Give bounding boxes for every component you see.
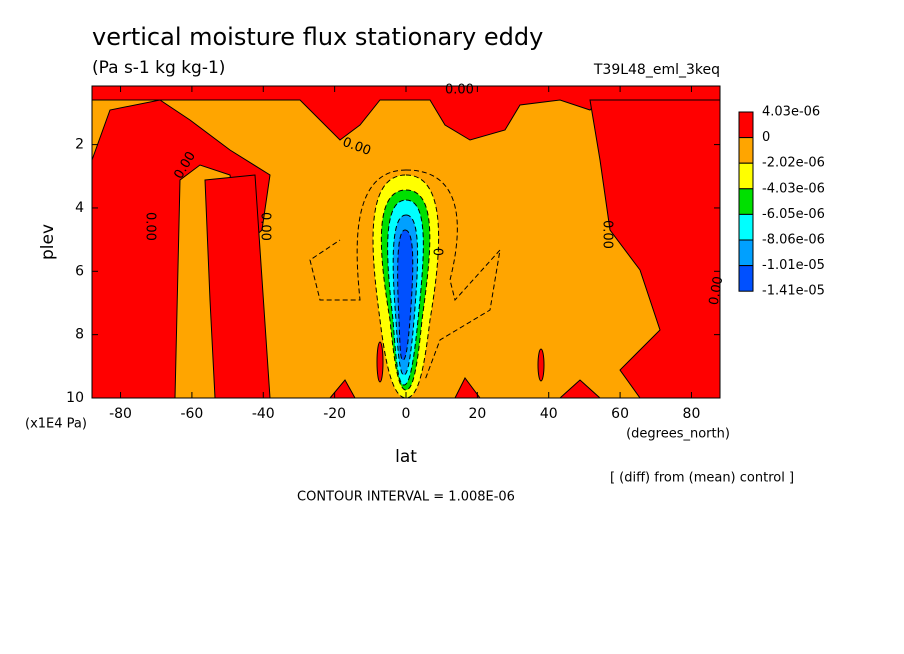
colorbar-label: -4.03e-06 (762, 181, 825, 196)
dataset-label: T39L48_eml_3keq (593, 62, 720, 78)
contour-field (91, 85, 721, 399)
colorbar-label: -1.01e-05 (762, 258, 825, 273)
x-tick-label: 40 (540, 406, 558, 422)
y-tick-label: 6 (75, 263, 84, 279)
x-tick-label: -40 (252, 406, 275, 422)
x-axis-units: (degrees_north) (626, 427, 730, 442)
y-tick-label: 4 (75, 200, 84, 216)
colorbar-box (738, 265, 754, 292)
x-tick-label: 80 (683, 406, 701, 422)
colorbar-box (738, 239, 754, 267)
x-tick-label: 60 (611, 406, 629, 422)
note: [ (diff) from (mean) control ] (610, 471, 794, 486)
contour-label: 0 (433, 248, 448, 256)
y-tick-label: 2 (75, 137, 84, 153)
red-region (376, 341, 384, 383)
contour-line (309, 169, 501, 381)
contour-label: 0.00 (258, 212, 273, 241)
colorbar-box (738, 162, 754, 190)
x-tick-label: 20 (468, 406, 486, 422)
colorbar-box (738, 213, 754, 241)
colorbar-label: -8.06e-06 (762, 233, 825, 248)
colorbar-box (738, 111, 754, 139)
colorbar-label: 4.03e-06 (762, 105, 820, 120)
negative-region (397, 229, 414, 361)
x-tick-label: -20 (323, 406, 346, 422)
colorbar-label: -2.02e-06 (762, 156, 825, 171)
chart-title: vertical moisture flux stationary eddy (92, 23, 543, 51)
y-tick-label: 10 (66, 390, 84, 406)
colorbar-label: -1.41e-05 (762, 284, 825, 299)
red-region (537, 348, 545, 382)
x-tick-label: -80 (109, 406, 132, 422)
contour-label: 0.00 (445, 83, 474, 98)
chart-subtitle: (Pa s-1 kg kg-1) (92, 58, 225, 78)
contour-label: 0.00 (600, 220, 615, 249)
y-tick-label: 8 (75, 327, 84, 343)
x-tick-label: 0 (402, 406, 411, 422)
colorbar-label: -6.05e-06 (762, 207, 825, 222)
contour-label: 0.00 (143, 212, 158, 241)
colorbar-box (738, 137, 754, 164)
x-axis-title: lat (395, 447, 417, 467)
y-axis-units: (x1E4 Pa) (25, 417, 87, 432)
y-axis-title: plev (38, 224, 58, 260)
colorbar-label: 0 (762, 130, 770, 145)
colorbar-box (738, 188, 754, 215)
x-tick-label: -60 (180, 406, 203, 422)
contour-interval: CONTOUR INTERVAL = 1.008E-06 (297, 490, 515, 505)
contour-label: 0.00 (707, 275, 727, 306)
